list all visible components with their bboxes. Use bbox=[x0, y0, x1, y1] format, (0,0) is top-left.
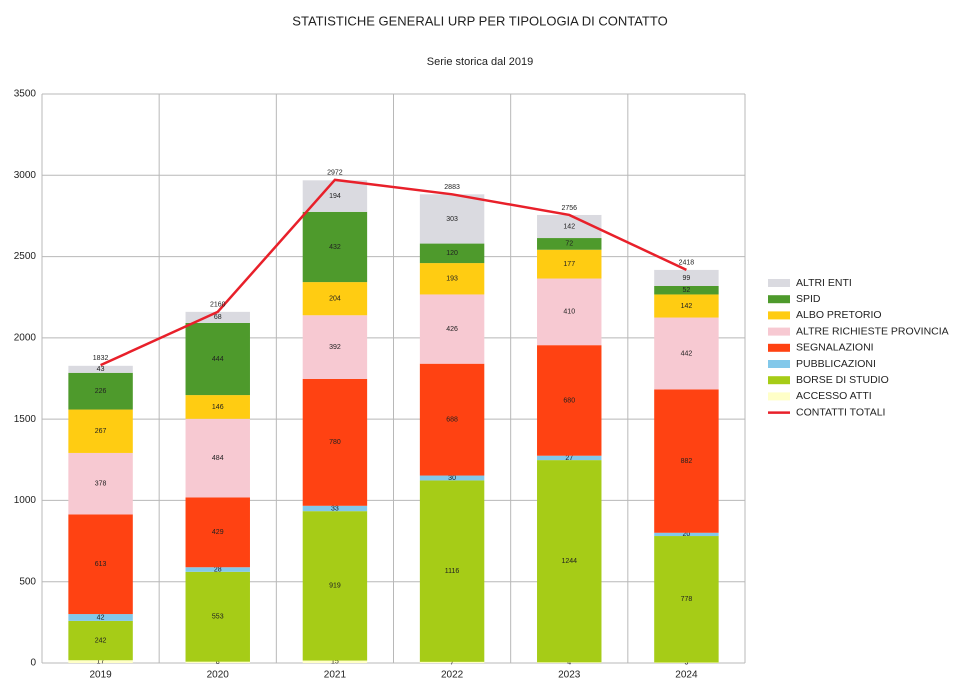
legend-swatch bbox=[768, 328, 790, 336]
y-tick-label: 0 bbox=[30, 658, 36, 669]
data-label: 410 bbox=[563, 309, 575, 316]
legend-label: SPID bbox=[796, 293, 821, 305]
y-tick-label: 1000 bbox=[14, 495, 37, 506]
data-label: 52 bbox=[683, 287, 691, 294]
legend-label: ALTRI ENTI bbox=[796, 277, 852, 289]
data-label: 778 bbox=[681, 596, 693, 603]
data-label: 242 bbox=[95, 637, 107, 644]
legend-swatch bbox=[768, 279, 790, 287]
data-label: 68 bbox=[214, 314, 222, 321]
legend-swatch bbox=[768, 392, 790, 400]
y-tick-label: 3000 bbox=[14, 170, 37, 181]
data-label: 193 bbox=[446, 276, 458, 283]
data-label: 1244 bbox=[561, 558, 577, 565]
legend-swatch bbox=[768, 295, 790, 303]
data-label: 43 bbox=[97, 366, 105, 373]
data-label: 33 bbox=[331, 505, 339, 512]
x-tick-label: 2019 bbox=[89, 670, 112, 681]
data-label: 429 bbox=[212, 529, 224, 536]
data-label: 426 bbox=[446, 326, 458, 333]
data-label: 72 bbox=[565, 241, 573, 248]
total-label: 2972 bbox=[327, 170, 343, 177]
data-label: 780 bbox=[329, 439, 341, 446]
data-label: 1116 bbox=[445, 568, 460, 575]
data-label: 919 bbox=[329, 583, 341, 590]
total-label: 1832 bbox=[93, 355, 109, 362]
legend-swatch bbox=[768, 360, 790, 368]
chart-subtitle: Serie storica dal 2019 bbox=[427, 56, 533, 68]
data-label: 99 bbox=[683, 275, 691, 282]
legend-label: SEGNALAZIONI bbox=[796, 342, 874, 354]
legend-label: ALBO PRETORIO bbox=[796, 309, 882, 321]
data-label: 688 bbox=[446, 416, 458, 423]
data-label: 882 bbox=[681, 458, 693, 465]
total-label: 2418 bbox=[679, 260, 695, 267]
x-tick-label: 2023 bbox=[558, 670, 581, 681]
legend-swatch bbox=[768, 344, 790, 352]
total-label: 2883 bbox=[444, 184, 460, 191]
legend-label: PUBBLICAZIONI bbox=[796, 358, 876, 370]
data-label: 226 bbox=[95, 388, 107, 395]
data-label: 680 bbox=[563, 397, 575, 404]
data-label: 177 bbox=[563, 261, 575, 268]
data-label: 267 bbox=[95, 428, 107, 435]
y-tick-label: 2000 bbox=[14, 332, 37, 343]
data-label: 120 bbox=[446, 250, 458, 257]
data-label: 30 bbox=[448, 475, 456, 482]
legend-label: CONTATTI TOTALI bbox=[796, 406, 885, 418]
y-tick-label: 3500 bbox=[14, 89, 37, 100]
data-label: 484 bbox=[212, 455, 224, 462]
total-label: 2160 bbox=[210, 302, 226, 309]
y-tick-label: 500 bbox=[19, 576, 36, 587]
data-label: 28 bbox=[214, 566, 222, 573]
data-label: 142 bbox=[681, 303, 693, 310]
data-label: 27 bbox=[565, 455, 573, 462]
x-tick-label: 2022 bbox=[441, 670, 464, 681]
y-tick-label: 1500 bbox=[14, 414, 37, 425]
data-label: 432 bbox=[329, 244, 341, 251]
legend-label: ACCESSO ATTI bbox=[796, 390, 872, 402]
chart-title: STATISTICHE GENERALI URP PER TIPOLOGIA D… bbox=[292, 13, 667, 28]
data-label: 553 bbox=[212, 614, 224, 621]
data-label: 444 bbox=[212, 356, 224, 363]
legend-swatch bbox=[768, 311, 790, 319]
data-label: 142 bbox=[563, 223, 575, 230]
data-label: 613 bbox=[95, 561, 107, 568]
data-label: 303 bbox=[446, 216, 458, 223]
x-tick-label: 2024 bbox=[675, 670, 698, 681]
data-label: 42 bbox=[97, 614, 105, 621]
x-tick-label: 2020 bbox=[207, 670, 230, 681]
data-label: 378 bbox=[95, 481, 107, 488]
data-label: 146 bbox=[212, 404, 224, 411]
data-label: 442 bbox=[681, 350, 693, 357]
legend-label: ALTRE RICHIESTE PROVINCIA bbox=[796, 325, 949, 337]
data-label: 392 bbox=[329, 344, 341, 351]
data-label: 194 bbox=[329, 193, 341, 200]
legend-swatch bbox=[768, 376, 790, 384]
legend-label: BORSE DI STUDIO bbox=[796, 374, 889, 386]
data-label: 204 bbox=[329, 296, 341, 303]
y-tick-label: 2500 bbox=[14, 251, 37, 262]
x-tick-label: 2021 bbox=[324, 670, 347, 681]
total-label: 2756 bbox=[561, 205, 577, 212]
